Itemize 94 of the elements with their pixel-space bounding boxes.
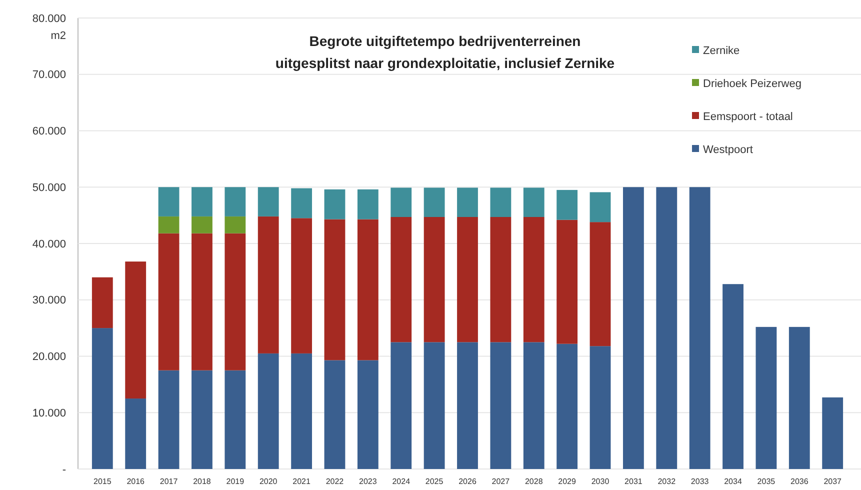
bar [258,216,279,354]
x-tick-label: 2023 [359,477,378,486]
bar [424,342,445,469]
bar [390,342,412,469]
x-tick-label: 2017 [160,477,178,486]
bar [357,360,378,469]
bar [291,353,312,469]
bar [158,370,180,469]
bar [92,328,113,469]
bar [291,188,312,218]
x-tick-label: 2036 [790,477,809,486]
x-tick-label: 2028 [524,477,544,486]
bar [224,370,246,469]
x-tick-label: 2032 [658,477,676,486]
x-tick-label: 2031 [624,477,643,486]
x-tick-label: 2033 [690,477,710,486]
bar [523,217,544,342]
bar [258,353,279,469]
text: Begrote uitgiftetempo bedrijventerreinen uitgesplitst naar grondexploitatie, inclusief Zernike [275,33,615,71]
x-tick-label: 2016 [126,477,146,486]
x-tick-label: 2037 [824,477,842,486]
bar [291,218,312,354]
legend-label: Driehoek Peizerweg [703,78,802,90]
bar [158,233,180,370]
legend-label: Eemspoort - totaal [703,110,793,123]
y-tick-label: 30.000 [32,294,66,307]
x-tick-label: 2034 [724,477,742,486]
y-tick-label: - [62,464,66,476]
bar [258,187,279,216]
bar [424,188,445,218]
y-tick-label: 20.000 [32,351,66,364]
x-tick-label: 2018 [193,477,212,486]
bar [490,188,512,218]
bar [357,219,378,360]
y-tick-label: 70.000 [32,69,66,82]
bar [622,187,644,469]
x-tick-label: 2024 [392,477,411,486]
y-tick-label: 40.000 [32,238,66,250]
bar [424,217,445,342]
y-tick-label: 10.000 [32,407,66,420]
bar [324,360,346,469]
bar [224,233,246,370]
bar [390,217,412,342]
bar [689,187,710,469]
bar [523,342,544,469]
bar [158,187,180,216]
bar [556,220,578,344]
bar [590,192,611,222]
bar [457,342,478,469]
x-tick-label: 2030 [591,477,610,486]
bar [490,217,512,342]
y-tick-label: 60.000 [32,126,66,138]
bar [92,277,113,328]
bar [125,398,146,469]
x-tick-label: 2022 [326,477,344,486]
bar [656,187,678,469]
x-tick-label: 2019 [226,477,245,486]
x-tick-label: 2020 [259,477,278,486]
bar [788,326,810,469]
bar [192,370,212,469]
bar [224,187,246,216]
x-tick-label: 2035 [757,477,776,486]
bar [457,217,478,342]
bar [756,326,777,469]
legend-label: Zernike [703,44,740,57]
x-tick-label: 2025 [425,477,444,486]
bar [125,262,146,399]
x-tick-label: 2015 [94,477,112,486]
y-tick-label: 50.000 [32,182,66,194]
bar [192,187,212,216]
bar [457,188,478,218]
bar [556,190,578,220]
y-tick-label: 80.000 [32,12,66,25]
bar [590,222,611,346]
bar [556,344,578,469]
x-tick-label: 2029 [558,477,577,486]
x-tick-label: 2027 [492,477,510,486]
bar [357,189,378,220]
bar [158,216,180,234]
bar [192,216,212,234]
x-tick-label: 2026 [458,477,477,486]
bar [324,219,346,360]
y-axis-title: m2 [50,30,66,42]
bar [590,346,611,469]
bar [523,188,544,218]
legend-label: Westpoort [703,144,753,156]
x-tick-label: 2021 [292,477,311,486]
bar [192,233,212,370]
bar [324,189,346,220]
bar [224,216,246,234]
bar [490,342,512,469]
bar [722,284,744,469]
bar [822,397,844,469]
bar [390,188,412,218]
